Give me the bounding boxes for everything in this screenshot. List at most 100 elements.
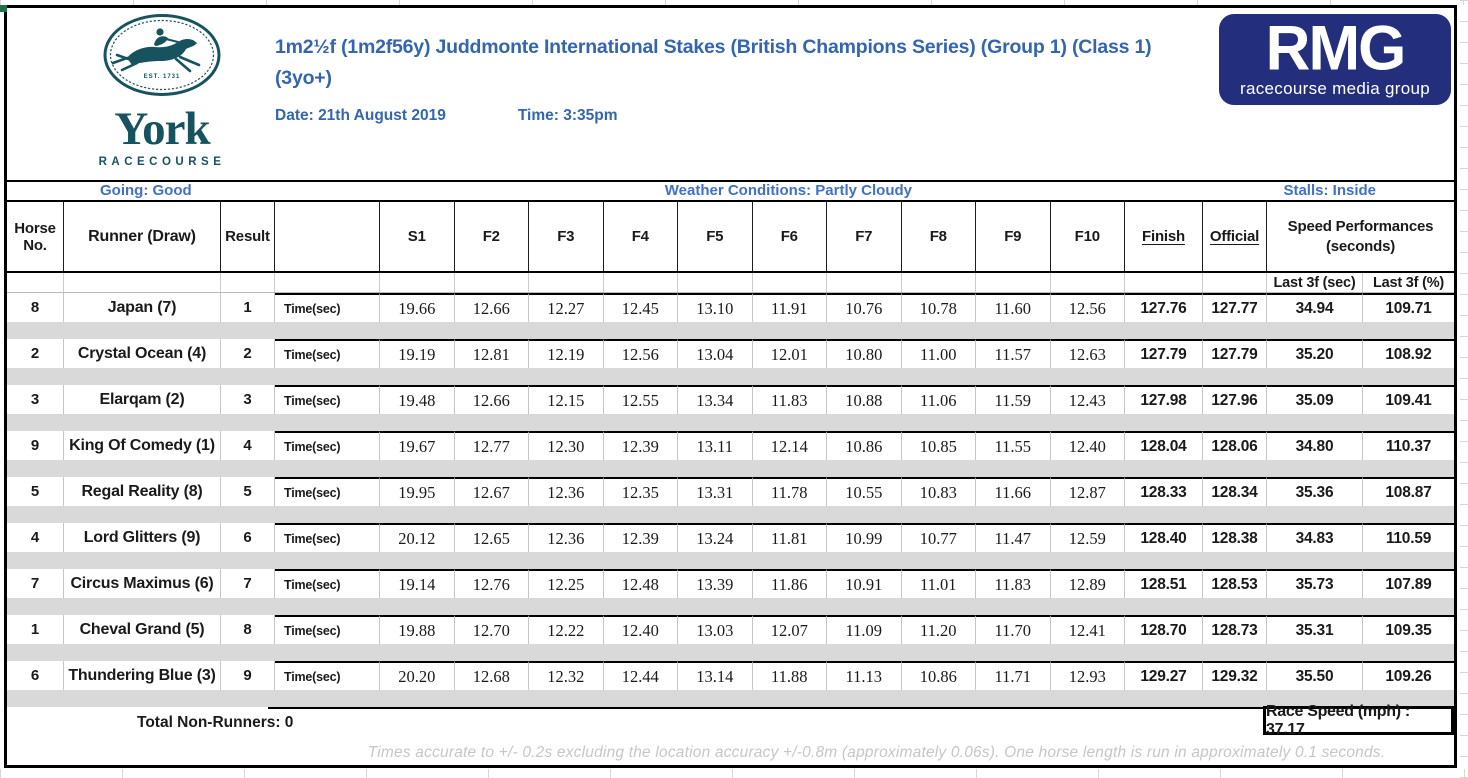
split-cell: 12.93 xyxy=(1050,661,1125,690)
split-cell: 12.89 xyxy=(1050,569,1125,598)
split-cell: 12.41 xyxy=(1050,615,1125,644)
race-speed-box: Race Speed (mph) : 37.17 xyxy=(1263,703,1454,738)
split-cell: 11.47 xyxy=(976,523,1051,552)
weather-label: Weather Conditions: Partly Cloudy xyxy=(664,182,912,199)
table-subheader-row: Last 3f (sec) Last 3f (%) xyxy=(7,273,1454,293)
runner-cell: Crystal Ocean (4) xyxy=(64,339,221,368)
split-cell: 19.67 xyxy=(380,431,455,460)
split-cell: 10.99 xyxy=(827,523,902,552)
split-cell: 12.87 xyxy=(1050,477,1125,506)
official-cell: 128.53 xyxy=(1203,569,1267,598)
split-cell: 11.71 xyxy=(976,661,1051,690)
official-cell: 128.38 xyxy=(1203,523,1267,552)
official-cell: 128.34 xyxy=(1203,477,1267,506)
table-row: 4 Lord Glitters (9) 6 Time(sec) 20.12 12… xyxy=(7,523,1454,552)
horse-no-cell: 7 xyxy=(7,569,64,598)
runner-cell: Circus Maximus (6) xyxy=(64,569,221,598)
subheader-spacer xyxy=(604,273,678,292)
masthead: EST. 1731 York RACECOURSE 1m2½f (1m2f56y… xyxy=(7,8,1454,180)
table-row: 6 Thundering Blue (3) 9 Time(sec) 20.20 … xyxy=(7,661,1454,690)
finish-cell: 129.27 xyxy=(1125,661,1203,690)
horse-no-cell: 4 xyxy=(7,523,64,552)
split-cell: 11.09 xyxy=(827,615,902,644)
spreadsheet-gridlines-bottom xyxy=(0,769,1468,778)
last3f-pct-cell: 109.71 xyxy=(1363,293,1454,322)
last3f-sec-cell: 34.94 xyxy=(1267,293,1363,322)
header-speed-performances: Speed Performances (seconds) xyxy=(1287,217,1434,255)
split-cell: 10.86 xyxy=(901,661,976,690)
split-cell: 13.10 xyxy=(678,293,753,322)
horse-no-cell: 2 xyxy=(7,339,64,368)
official-cell: 127.79 xyxy=(1203,339,1267,368)
last3f-pct-cell: 108.92 xyxy=(1363,339,1454,368)
split-cell: 10.55 xyxy=(827,477,902,506)
split-cell: 10.91 xyxy=(827,569,902,598)
split-cell: 11.83 xyxy=(976,569,1051,598)
split-cell: 12.77 xyxy=(454,431,529,460)
subheader-last3f-sec: Last 3f (sec) xyxy=(1267,273,1363,292)
split-cell: 12.39 xyxy=(603,523,678,552)
split-cell: 10.80 xyxy=(827,339,902,368)
split-cell: 13.04 xyxy=(678,339,753,368)
last3f-sec-cell: 34.83 xyxy=(1267,523,1363,552)
split-cell: 12.07 xyxy=(752,615,827,644)
finish-cell: 127.79 xyxy=(1125,339,1203,368)
split-cell: 12.56 xyxy=(1050,293,1125,322)
header-split-f4: F4 xyxy=(604,202,678,271)
split-cell: 12.01 xyxy=(752,339,827,368)
split-cell: 11.78 xyxy=(752,477,827,506)
subheader-spacer xyxy=(827,273,902,292)
split-cell: 12.35 xyxy=(603,477,678,506)
header-split-f7: F7 xyxy=(827,202,902,271)
horse-no-cell: 1 xyxy=(7,615,64,644)
subheader-spacer xyxy=(1051,273,1125,292)
finish-cell: 127.76 xyxy=(1125,293,1203,322)
split-cell: 12.30 xyxy=(529,431,604,460)
york-logo-subtitle: RACECOURSE xyxy=(98,156,226,168)
header-blank xyxy=(275,202,380,271)
split-cell: 11.86 xyxy=(752,569,827,598)
table-header-row: Horse No. Runner (Draw) Result S1 F2 F3 … xyxy=(7,202,1454,273)
stalls-label: Stalls: Inside xyxy=(1283,182,1376,199)
split-cell: 19.95 xyxy=(380,477,455,506)
split-cell: 10.77 xyxy=(901,523,976,552)
split-cell: 12.43 xyxy=(1050,385,1125,414)
split-cell: 13.24 xyxy=(678,523,753,552)
rmg-logo-subtitle: racecourse media group xyxy=(1240,78,1430,98)
last3f-sec-cell: 35.73 xyxy=(1267,569,1363,598)
header-split-f2: F2 xyxy=(455,202,529,271)
horse-no-cell: 8 xyxy=(7,293,64,322)
split-cell: 19.88 xyxy=(380,615,455,644)
split-cell: 12.39 xyxy=(603,431,678,460)
runner-cell: Lord Glitters (9) xyxy=(64,523,221,552)
table-row: 3 Elarqam (2) 3 Time(sec) 19.48 12.66 12… xyxy=(7,385,1454,414)
subheader-spacer xyxy=(221,273,275,292)
last3f-pct-cell: 107.89 xyxy=(1363,569,1454,598)
split-cell: 11.88 xyxy=(752,661,827,690)
horse-no-cell: 9 xyxy=(7,431,64,460)
race-time: Time: 3:35pm xyxy=(517,107,618,124)
time-sec-label: Time(sec) xyxy=(275,661,380,690)
row-separator xyxy=(7,460,1454,477)
last3f-pct-cell: 109.41 xyxy=(1363,385,1454,414)
split-cell: 11.20 xyxy=(901,615,976,644)
table-row: 2 Crystal Ocean (4) 2 Time(sec) 19.19 12… xyxy=(7,339,1454,368)
split-cell: 12.56 xyxy=(603,339,678,368)
split-cell: 13.03 xyxy=(678,615,753,644)
header-finish: Finish xyxy=(1125,202,1203,271)
split-cell: 11.66 xyxy=(976,477,1051,506)
split-cell: 11.81 xyxy=(752,523,827,552)
split-cell: 13.31 xyxy=(678,477,753,506)
subheader-spacer xyxy=(753,273,827,292)
result-cell: 9 xyxy=(221,661,275,690)
split-cell: 11.13 xyxy=(827,661,902,690)
subheader-spacer xyxy=(7,273,64,292)
time-sec-label: Time(sec) xyxy=(275,477,380,506)
subheader-spacer xyxy=(529,273,604,292)
split-cell: 20.20 xyxy=(380,661,455,690)
split-cell: 12.25 xyxy=(529,569,604,598)
row-separator xyxy=(7,368,1454,385)
york-horse-oval-icon: EST. 1731 xyxy=(100,14,224,102)
subheader-spacer xyxy=(976,273,1051,292)
table-row: 7 Circus Maximus (6) 7 Time(sec) 19.14 1… xyxy=(7,569,1454,598)
